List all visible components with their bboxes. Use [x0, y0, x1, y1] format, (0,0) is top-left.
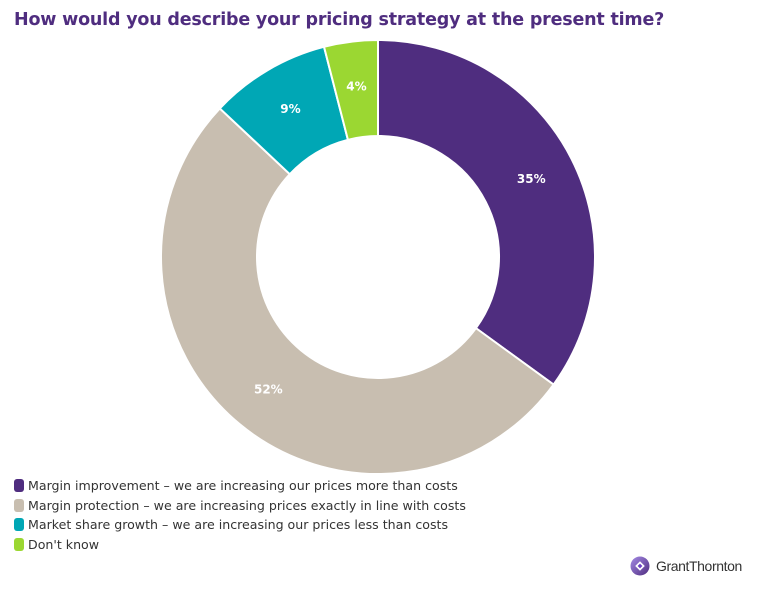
slice-data-label: 35% — [517, 172, 546, 186]
grant-thornton-logo-icon — [630, 556, 650, 576]
slice-data-label: 4% — [346, 79, 366, 93]
slice-data-label: 9% — [280, 102, 300, 116]
brand-logo: GrantThornton — [630, 556, 742, 576]
legend-item: Don't know — [14, 535, 466, 555]
donut-slice — [160, 107, 555, 475]
donut-slice — [322, 38, 379, 142]
legend-item: Margin protection – we are increasing pr… — [14, 496, 466, 516]
legend-item: Market share growth – we are increasing … — [14, 515, 466, 535]
legend-label: Don't know — [28, 536, 100, 552]
brand-name: GrantThornton — [656, 558, 742, 574]
legend-swatch — [14, 498, 24, 512]
legend-label: Margin protection – we are increasing pr… — [28, 497, 466, 513]
legend-swatch — [14, 537, 24, 551]
chart-title: How would you describe your pricing stra… — [14, 10, 665, 30]
legend-swatch — [14, 479, 24, 493]
legend-label: Margin improvement – we are increasing o… — [28, 478, 458, 494]
slice-data-label: 52% — [254, 383, 283, 397]
legend-label: Market share growth – we are increasing … — [28, 517, 449, 533]
legend: Margin improvement – we are increasing o… — [14, 476, 466, 554]
legend-item: Margin improvement – we are increasing o… — [14, 476, 466, 496]
legend-swatch — [14, 518, 24, 532]
donut-slice — [377, 38, 596, 386]
